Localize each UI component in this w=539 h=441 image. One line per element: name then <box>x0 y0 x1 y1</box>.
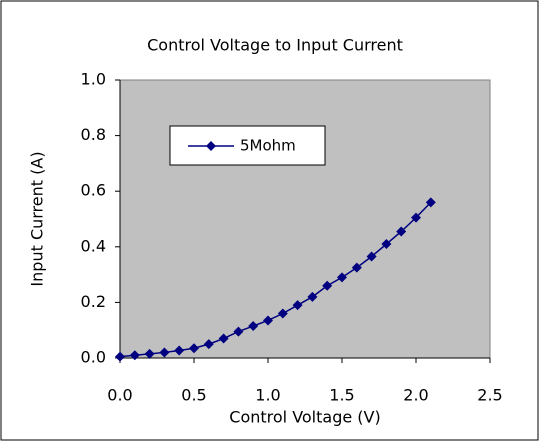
chart-title: Control Voltage to Input Current <box>147 36 403 55</box>
data-point <box>366 251 377 262</box>
x-tick-label: 0.0 <box>107 386 132 405</box>
x-tick-label: 1.5 <box>329 386 354 405</box>
data-point <box>411 212 421 223</box>
data-point <box>129 350 140 361</box>
x-tick-label: 1.0 <box>255 386 280 405</box>
series-line <box>119 201 432 358</box>
x-tick-label: 0.5 <box>181 386 206 405</box>
data-point <box>248 321 259 332</box>
data-point <box>277 308 288 319</box>
legend-marker <box>206 141 216 151</box>
data-point <box>337 272 347 283</box>
y-tick-label: 0.6 <box>81 181 106 200</box>
data-point <box>189 343 199 354</box>
x-axis-label: Control Voltage (V) <box>229 408 380 427</box>
x-tick-label: 2.5 <box>477 386 502 405</box>
y-axis-label: Input Current (A) <box>28 151 47 286</box>
data-point <box>425 197 436 208</box>
data-point <box>174 345 185 356</box>
x-tick-label: 2.0 <box>403 386 428 405</box>
y-tick-label: 0.4 <box>81 236 106 255</box>
data-point <box>203 339 214 350</box>
legend-label: 5Mohm <box>240 137 296 155</box>
data-point <box>218 333 229 344</box>
data-point <box>351 262 362 273</box>
y-tick-label: 0.8 <box>81 125 106 144</box>
data-point <box>322 280 333 291</box>
data-point <box>115 351 125 362</box>
data-point <box>263 315 273 326</box>
data-point <box>292 300 303 311</box>
y-tick-label: 1.0 <box>81 70 106 89</box>
data-point <box>144 348 155 359</box>
data-point <box>233 326 244 337</box>
data-point <box>381 239 392 250</box>
data-point <box>159 347 170 358</box>
y-tick-label: 0.2 <box>81 292 106 311</box>
y-tick-label: 0.0 <box>81 348 106 367</box>
plot-area <box>119 79 491 359</box>
data-point <box>307 291 318 302</box>
data-point <box>396 226 407 237</box>
